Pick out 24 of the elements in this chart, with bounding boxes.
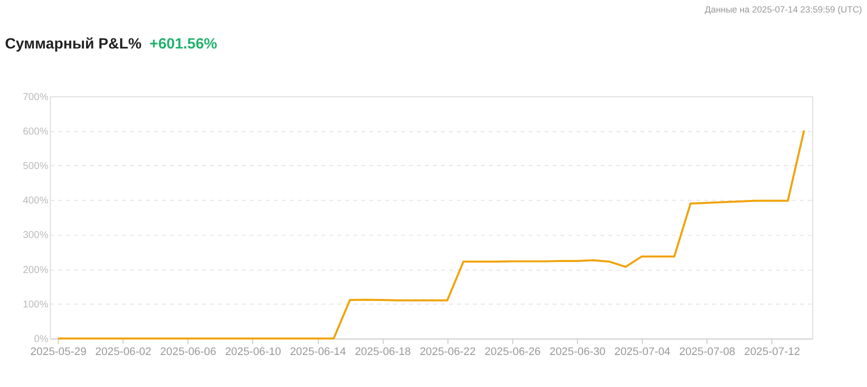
x-tick-label: 2025-06-02 [95, 346, 152, 358]
chart-title: Суммарный P&L% [4, 35, 142, 52]
x-tick-label: 2025-07-08 [679, 346, 736, 358]
y-tick-label: 500% [22, 160, 48, 172]
x-tick-label: 2025-07-04 [614, 346, 670, 358]
x-tick-label: 2025-06-26 [484, 346, 541, 358]
y-tick-label: 600% [22, 126, 48, 138]
x-tick-label: 2025-06-06 [160, 346, 216, 358]
y-tick-label: 200% [22, 264, 48, 276]
x-tick-label: 2025-06-10 [225, 346, 282, 358]
line-series [56, 129, 806, 340]
chart-subtitle: +601.56% [149, 35, 218, 52]
y-tick-label: 0% [34, 334, 48, 345]
y-tick-label: 700% [22, 92, 48, 103]
x-tick-label: 2025-06-30 [549, 346, 606, 358]
y-tick-label: 300% [22, 230, 48, 242]
y-tick-label: 400% [22, 196, 48, 207]
x-tick-label: 2025-06-18 [354, 346, 411, 358]
x-tick-label: 2025-07-12 [744, 346, 800, 358]
x-tick-label: 2025-06-22 [420, 346, 476, 358]
y-tick-label: 100% [22, 299, 48, 310]
text: Данные на 2025-07-14 23:59:59 (UTC) [704, 4, 862, 15]
x-tick-label: 2025-06-14 [290, 346, 346, 358]
x-tick-label: 2025-05-29 [30, 346, 86, 358]
